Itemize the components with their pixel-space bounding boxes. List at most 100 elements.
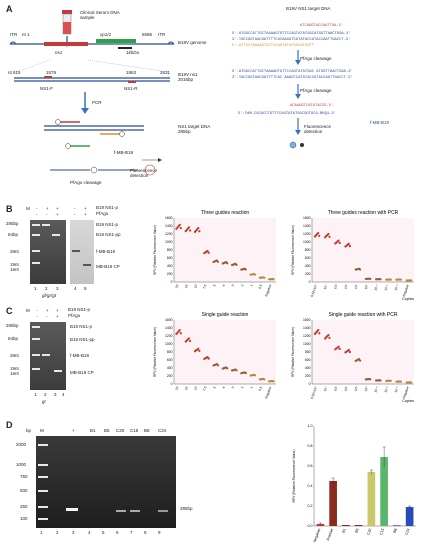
fragment-label: B19V ns1 2016bp — [178, 72, 198, 82]
data-point — [338, 347, 341, 350]
sample-label: Clinical Serum DNA sample — [80, 10, 120, 20]
data-point — [179, 332, 182, 335]
chart-single-guide-pcr: Single guide reaction with PCR RFV (Relat… — [291, 312, 414, 403]
data-point — [187, 337, 191, 340]
gel-d-size-750: 750 — [20, 474, 28, 479]
data-point — [198, 349, 201, 352]
gel-d-size-250: 250 — [20, 504, 28, 509]
gel-c-size-285: 285bp — [6, 323, 19, 328]
chart-three-guides: Three guides reaction RFV (Relative Fluor… — [153, 210, 276, 297]
y-tick-label: 1400 — [303, 326, 311, 330]
ns1-fragment-diagram — [14, 59, 170, 83]
gel-c-size-19: 19nt — [10, 366, 19, 371]
ns1r-label: NS1-R — [124, 86, 138, 91]
gel-d-lane-5: 5 — [102, 530, 105, 535]
bar — [354, 525, 363, 526]
data-point — [399, 278, 402, 281]
y-tick-label: 0.8 — [308, 444, 313, 448]
y-tick-label: 1400 — [165, 326, 173, 330]
gel-c-size-84: 84bp — [8, 336, 19, 341]
x-tick-label: 10³ — [333, 386, 338, 392]
seq2-bot: 3'-TACCGGTAACGATTTTCAC AAGGTCATATACCGTAC… — [232, 76, 353, 80]
gel-c-sign-1-1: - — [36, 308, 38, 313]
x-tick-label: 10⁰ — [364, 283, 370, 290]
y-tick-label: 1000 — [165, 240, 173, 244]
chart-title: Single guide reaction with PCR — [329, 312, 398, 318]
gel-c-sign-2-2: - — [46, 314, 48, 319]
gel-c-sign-2-3: + — [56, 314, 59, 319]
x-tick-label: 0.5 — [258, 386, 263, 392]
data-point — [272, 278, 275, 281]
x-tick-label: 10¹ — [354, 386, 359, 392]
nt615-label: nt 615 — [8, 70, 21, 75]
panel-letter-c: C — [6, 306, 13, 316]
y-tick-label: 400 — [305, 366, 311, 370]
x-tick-label: 10 — [193, 386, 198, 391]
y-tick-label: 1200 — [165, 334, 173, 338]
gel-b-band-2: B19 NS1-pp — [96, 232, 121, 237]
plot-background — [312, 218, 414, 282]
fluorophore-icon — [289, 141, 304, 149]
y-tick-label: 1000 — [303, 240, 311, 244]
bar — [380, 457, 388, 526]
gel-b-sign-1-3: + — [56, 206, 59, 211]
y-axis-label: RFV (Relative Fluorescence Value) — [291, 327, 295, 377]
x-tick-label: 10⁻¹ — [373, 284, 379, 291]
genome-diagram — [9, 39, 175, 49]
data-point — [207, 357, 210, 360]
data-point — [272, 380, 275, 383]
gel-d-head-b8: B8 — [144, 428, 150, 433]
data-point — [328, 235, 331, 238]
y-tick-label: 600 — [305, 358, 311, 362]
y-tick-label: 0 — [309, 280, 311, 284]
gel-d-lane-1: 1 — [40, 530, 43, 535]
gel-d-lane-7: 7 — [130, 530, 133, 535]
x-tick-label: 6.52×10⁵ — [310, 385, 318, 399]
x-tick-label: 1 — [249, 284, 253, 287]
y-tick-label: 0 — [171, 382, 173, 386]
gel-b-sign-2-5: + — [84, 212, 87, 217]
y-tick-label: 0.0 — [308, 524, 313, 528]
fluor2-label: Fluorescence detection — [304, 124, 332, 134]
gel-c-band-3: f-MB-B19 — [70, 353, 90, 358]
pcr-label: PCR — [92, 100, 102, 105]
data-point — [244, 371, 247, 375]
gel-b-sign-2-2: - — [46, 212, 48, 217]
right-title: B19V NS1 target DNA — [286, 6, 331, 11]
data-point — [253, 273, 257, 276]
gel-b-sign-1-2: + — [46, 206, 49, 211]
y-tick-label: 1600 — [303, 318, 311, 322]
chart-title: Three guides reaction — [201, 210, 250, 216]
x-tick-label: C20 — [366, 528, 372, 536]
gel-c-sign-1-3: + — [56, 308, 59, 313]
x-tick-label: 2 — [240, 386, 244, 389]
data-point — [327, 334, 330, 337]
data-point — [327, 232, 330, 236]
panel-letter-d: D — [6, 420, 13, 430]
data-point — [347, 348, 350, 352]
x-tick-label: 7.5 — [202, 386, 207, 392]
y-tick-label: 800 — [305, 350, 311, 354]
gel-d-lane-4: 4 — [88, 530, 91, 535]
data-point — [235, 263, 238, 266]
x-tick-label: 3 — [231, 284, 235, 287]
gel-c-band-1: B19 NS1-p — [70, 324, 93, 329]
x-tick-label: 10³ — [333, 284, 338, 290]
gel-d-lane-8: 8 — [144, 530, 147, 535]
x-tick-label: 6.52×10⁵ — [310, 283, 318, 297]
seq1-top: 5'-ATGGCCATTGCTAAAAGTGTTCCAGTATATGGCATGG… — [232, 32, 351, 36]
chart-three-guides-pcr: Three guides reaction with PCR RFV (Relat… — [291, 210, 414, 301]
gel-b-size-28: 28nt — [10, 249, 19, 254]
x-tick-label: 20 — [175, 386, 180, 391]
y-tick-label: 1200 — [303, 334, 311, 338]
data-point — [244, 268, 247, 271]
data-point — [399, 380, 402, 383]
gel-b-right — [70, 220, 94, 284]
gel-d-size-500: 500 — [20, 488, 28, 493]
gel-b-left — [30, 220, 66, 284]
x-tick-label: B5 — [354, 528, 359, 534]
data-point — [410, 279, 413, 282]
gel-b-lane-2: 2 — [45, 286, 48, 291]
gel-d-lane-9: 9 — [158, 530, 161, 535]
data-point — [235, 369, 238, 372]
